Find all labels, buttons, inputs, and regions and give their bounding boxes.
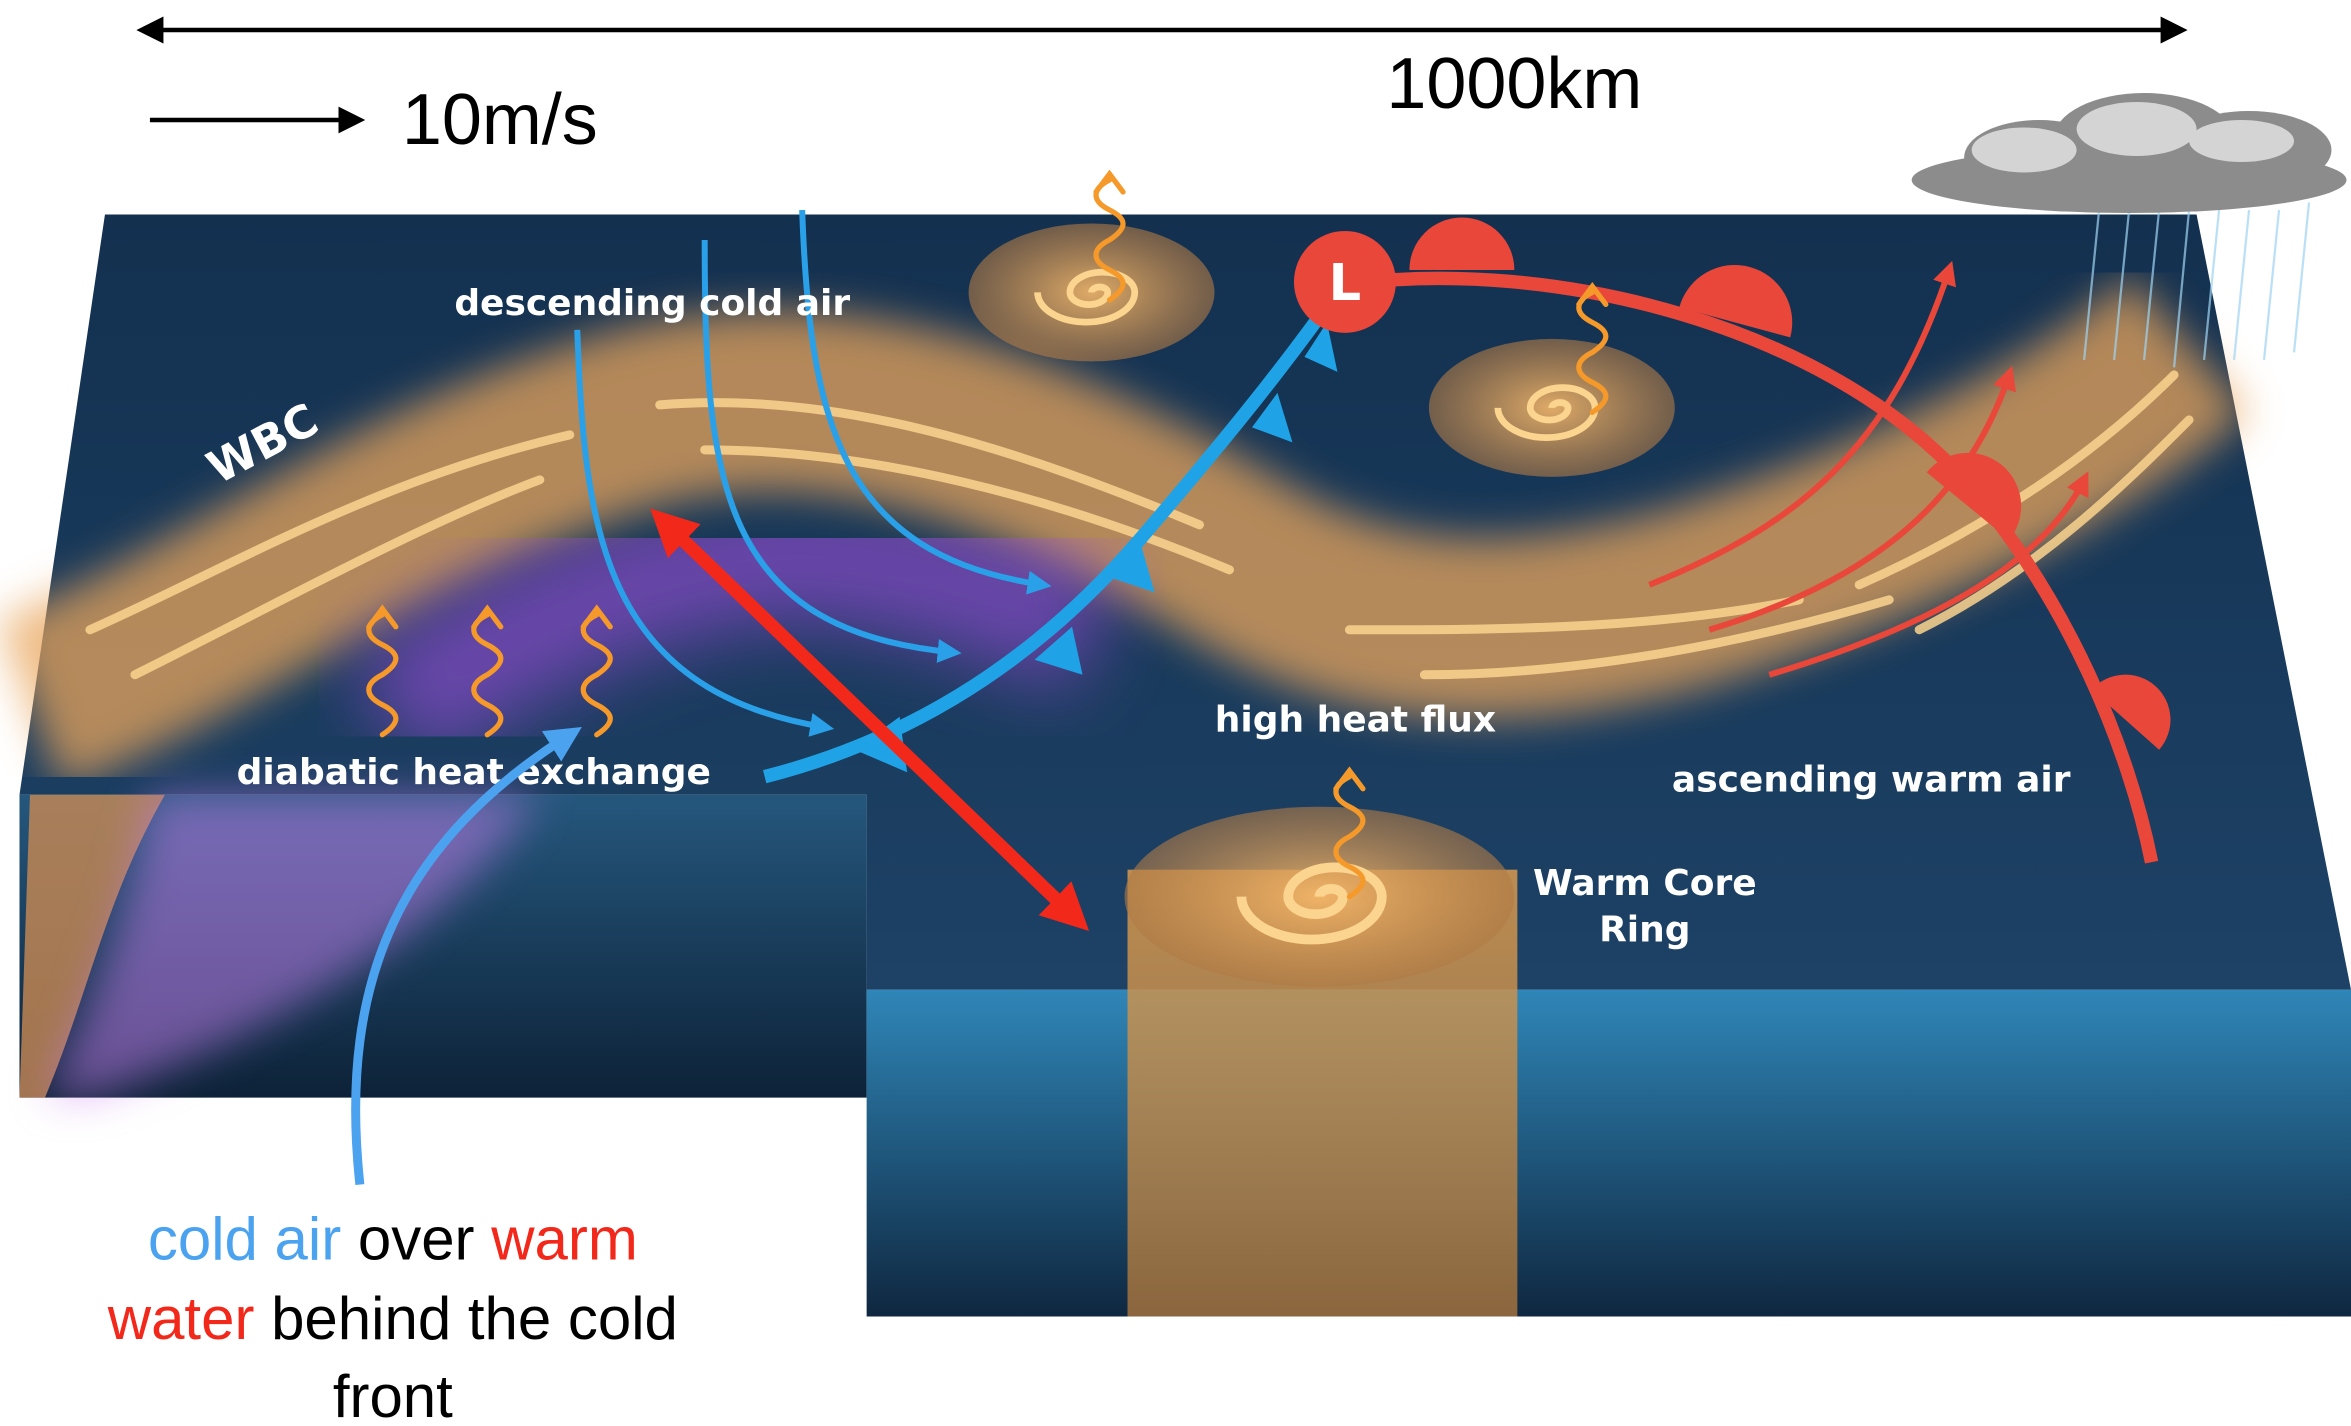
rain-cloud-part-part: [2189, 120, 2294, 162]
caption-text: over: [341, 1206, 491, 1273]
caption-line: front: [333, 1363, 453, 1426]
ring-label: Ring: [1599, 910, 1690, 951]
rain-cloud-part-part: [2264, 210, 2279, 360]
caption-text: cold air: [148, 1206, 341, 1273]
rain-cloud-part-part: [2077, 102, 2197, 156]
low-label: L: [1329, 254, 1361, 313]
page: 1000km 10m/s L descending cold air WBC d…: [0, 0, 2351, 1426]
rain-cloud-part-part: [2294, 202, 2309, 352]
eddy: [1429, 339, 1675, 477]
front-face: [867, 990, 2351, 1317]
caption-line: water behind the cold: [107, 1285, 678, 1352]
caption-text: water: [107, 1285, 255, 1352]
caption-line: cold air over warm: [148, 1206, 638, 1273]
length-label: 1000km: [1386, 44, 1642, 124]
descending-label: descending cold air: [454, 283, 850, 324]
caption-text: front: [333, 1363, 453, 1426]
rain-cloud-part-part: [1972, 127, 2077, 172]
rain-cloud-part-part: [2234, 210, 2249, 360]
diabatic-label: diabatic heat exchange: [237, 752, 711, 793]
eddy: [969, 223, 1215, 361]
speed-label: 10m/s: [402, 80, 598, 160]
ascending-label: ascending warm air: [1672, 760, 2071, 801]
caption-text: warm: [490, 1206, 638, 1273]
warm-core-ring: [1125, 807, 1515, 987]
ring-label: Warm Core: [1533, 863, 1757, 904]
scale-bar: 1000km 10m/s: [150, 30, 2174, 160]
caption-text: behind the cold: [254, 1285, 677, 1352]
diagram: 1000km 10m/s L descending cold air WBC d…: [0, 0, 2351, 1426]
heat-flux-label: high heat flux: [1215, 700, 1496, 741]
